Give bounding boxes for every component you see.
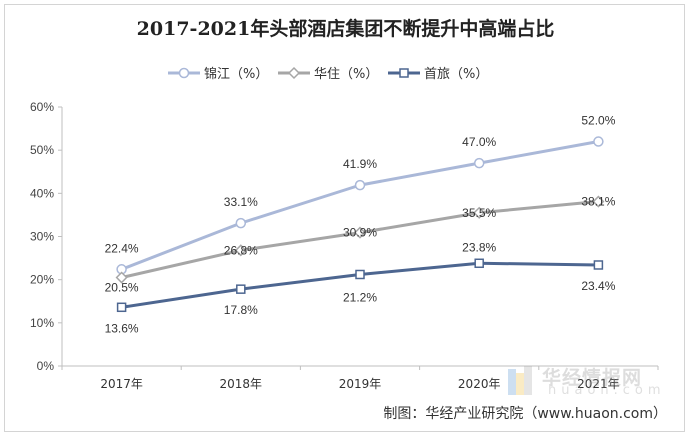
data-point-marker (593, 136, 604, 147)
data-label: 52.0% (581, 114, 615, 128)
legend-marker (287, 66, 301, 80)
data-point-marker (473, 157, 485, 169)
y-tick-label: 10% (30, 316, 54, 330)
data-label: 20.5% (105, 281, 139, 295)
legend-marker (178, 67, 190, 79)
chart-title: 2017-2021年头部酒店集团不断提升中高端占比 (136, 18, 555, 40)
source-note: 制图：华经产业研究院（www.huaon.com） (383, 406, 667, 422)
watermark-subtext: huaon.com (548, 383, 666, 398)
data-label: 30.9% (343, 226, 377, 240)
data-point-marker (236, 284, 246, 294)
y-tick-label: 50% (30, 143, 54, 157)
data-label: 26.8% (224, 243, 258, 257)
watermark-logo: 华经情报网 huaon.com (504, 363, 674, 398)
data-label: 13.6% (105, 321, 139, 335)
data-label: 23.4% (581, 279, 615, 293)
x-tick-label: 2017年 (100, 377, 143, 391)
data-point-marker (354, 179, 366, 191)
x-tick-label: 2021年 (577, 377, 620, 391)
data-label: 47.0% (462, 135, 496, 149)
chart-frame (4, 4, 685, 432)
data-point-marker (116, 302, 127, 313)
y-tick-label: 40% (30, 186, 54, 200)
data-label: 35.5% (462, 206, 496, 220)
data-point-marker (593, 260, 604, 270)
watermark-text: 华经情报网 (542, 367, 643, 389)
legend-label: 华住（%） (314, 67, 378, 82)
data-point-marker (115, 271, 128, 284)
data-point-marker (234, 244, 247, 257)
data-label: 23.8% (462, 240, 496, 254)
data-label: 38.1% (581, 195, 615, 209)
data-point-marker (473, 206, 486, 219)
data-point-marker (355, 269, 365, 280)
data-point-marker (474, 258, 484, 269)
data-point-marker (235, 217, 247, 229)
x-tick-label: 2020年 (458, 377, 501, 391)
data-label: 22.4% (105, 241, 139, 255)
y-tick-label: 20% (30, 273, 54, 287)
data-point-marker (592, 195, 605, 208)
watermark-emblem-icon (508, 366, 532, 395)
data-label: 41.9% (343, 157, 377, 171)
y-tick-label: 60% (30, 100, 54, 114)
x-tick-label: 2018年 (220, 377, 263, 391)
data-point-marker (353, 226, 367, 239)
y-tick-label: 30% (30, 230, 54, 244)
data-label: 21.2% (343, 290, 377, 304)
y-tick-label: 0% (37, 359, 55, 373)
x-tick-label: 2019年 (339, 377, 382, 391)
legend-label: 首旅（%） (424, 67, 488, 82)
legend-label: 锦江（%） (204, 67, 268, 82)
data-label: 33.1% (224, 195, 258, 209)
legend-marker (399, 68, 409, 78)
data-label: 17.8% (224, 303, 258, 317)
